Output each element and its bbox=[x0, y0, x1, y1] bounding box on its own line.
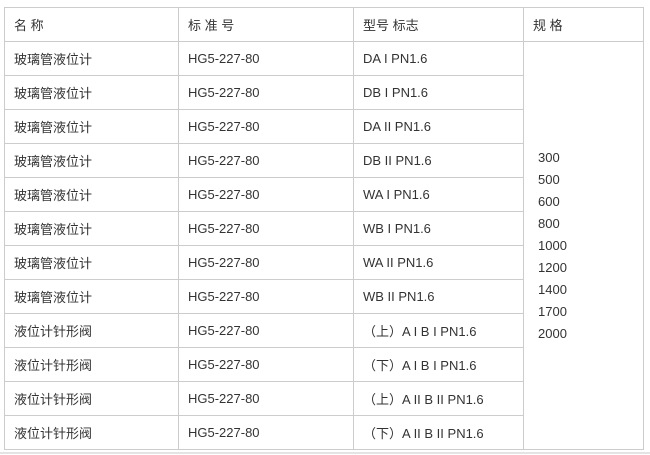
cell-name: 玻璃管液位计 bbox=[4, 177, 179, 212]
cell-model: WA II PN1.6 bbox=[353, 245, 524, 280]
page-bottom-divider bbox=[0, 452, 650, 454]
product-spec-table: 名 称 标 准 号 型号 标志 规 格 玻璃管液位计 HG5-227-80 DA… bbox=[4, 7, 644, 450]
cell-standard: HG5-227-80 bbox=[178, 143, 354, 178]
cell-model: DB I PN1.6 bbox=[353, 75, 524, 110]
cell-model: WA I PN1.6 bbox=[353, 177, 524, 212]
cell-standard: HG5-227-80 bbox=[178, 211, 354, 246]
header-spec: 规 格 bbox=[523, 7, 644, 42]
table-row: 玻璃管液位计 HG5-227-80 DA II PN1.6 bbox=[4, 109, 644, 144]
cell-name: 玻璃管液位计 bbox=[4, 279, 179, 314]
spec-value: 800 bbox=[538, 215, 560, 231]
cell-specs-merged: 300 500 600 800 1000 1200 1400 1700 2000 bbox=[523, 41, 644, 450]
table-row: 玻璃管液位计 HG5-227-80 DB II PN1.6 bbox=[4, 143, 644, 178]
spec-value: 1200 bbox=[538, 259, 567, 275]
cell-name: 玻璃管液位计 bbox=[4, 109, 179, 144]
cell-standard: HG5-227-80 bbox=[178, 75, 354, 110]
cell-name: 液位计针形阀 bbox=[4, 381, 179, 416]
table-row: 液位计针形阀 HG5-227-80 （上）A II B II PN1.6 bbox=[4, 381, 644, 416]
cell-model: （上）A II B II PN1.6 bbox=[353, 381, 524, 416]
cell-name: 玻璃管液位计 bbox=[4, 75, 179, 110]
header-standard: 标 准 号 bbox=[178, 7, 354, 42]
cell-name: 液位计针形阀 bbox=[4, 313, 179, 348]
cell-name: 玻璃管液位计 bbox=[4, 245, 179, 280]
table-row: 液位计针形阀 HG5-227-80 （上）A I B I PN1.6 bbox=[4, 313, 644, 348]
cell-standard: HG5-227-80 bbox=[178, 415, 354, 450]
header-model: 型号 标志 bbox=[353, 7, 524, 42]
cell-standard: HG5-227-80 bbox=[178, 313, 354, 348]
cell-standard: HG5-227-80 bbox=[178, 109, 354, 144]
cell-model: WB I PN1.6 bbox=[353, 211, 524, 246]
header-name: 名 称 bbox=[4, 7, 179, 42]
table-row: 液位计针形阀 HG5-227-80 （下）A II B II PN1.6 bbox=[4, 415, 644, 450]
table-row: 液位计针形阀 HG5-227-80 （下）A I B I PN1.6 bbox=[4, 347, 644, 382]
cell-standard: HG5-227-80 bbox=[178, 381, 354, 416]
cell-name: 液位计针形阀 bbox=[4, 347, 179, 382]
cell-standard: HG5-227-80 bbox=[178, 279, 354, 314]
cell-standard: HG5-227-80 bbox=[178, 245, 354, 280]
cell-model: （下）A I B I PN1.6 bbox=[353, 347, 524, 382]
cell-name: 液位计针形阀 bbox=[4, 415, 179, 450]
table-row: 玻璃管液位计 HG5-227-80 DB I PN1.6 bbox=[4, 75, 644, 110]
cell-model: （上）A I B I PN1.6 bbox=[353, 313, 524, 348]
cell-model: WB II PN1.6 bbox=[353, 279, 524, 314]
spec-value: 500 bbox=[538, 171, 560, 187]
spec-value: 600 bbox=[538, 193, 560, 209]
spec-value: 300 bbox=[538, 149, 560, 165]
cell-standard: HG5-227-80 bbox=[178, 347, 354, 382]
cell-model: DB II PN1.6 bbox=[353, 143, 524, 178]
cell-standard: HG5-227-80 bbox=[178, 41, 354, 76]
spec-value: 1000 bbox=[538, 237, 567, 253]
table-row: 玻璃管液位计 HG5-227-80 WB II PN1.6 bbox=[4, 279, 644, 314]
table-row: 玻璃管液位计 HG5-227-80 WB I PN1.6 bbox=[4, 211, 644, 246]
table-header-row: 名 称 标 准 号 型号 标志 规 格 bbox=[4, 7, 644, 42]
cell-name: 玻璃管液位计 bbox=[4, 143, 179, 178]
spec-value: 1400 bbox=[538, 281, 567, 297]
cell-name: 玻璃管液位计 bbox=[4, 41, 179, 76]
table-row: 玻璃管液位计 HG5-227-80 DA I PN1.6 300 500 600… bbox=[4, 41, 644, 450]
cell-name: 玻璃管液位计 bbox=[4, 211, 179, 246]
table-row: 玻璃管液位计 HG5-227-80 WA I PN1.6 bbox=[4, 177, 644, 212]
cell-model: （下）A II B II PN1.6 bbox=[353, 415, 524, 450]
cell-standard: HG5-227-80 bbox=[178, 177, 354, 212]
cell-model: DA I PN1.6 bbox=[353, 41, 524, 76]
spec-value: 2000 bbox=[538, 325, 567, 341]
spec-value: 1700 bbox=[538, 303, 567, 319]
cell-model: DA II PN1.6 bbox=[353, 109, 524, 144]
